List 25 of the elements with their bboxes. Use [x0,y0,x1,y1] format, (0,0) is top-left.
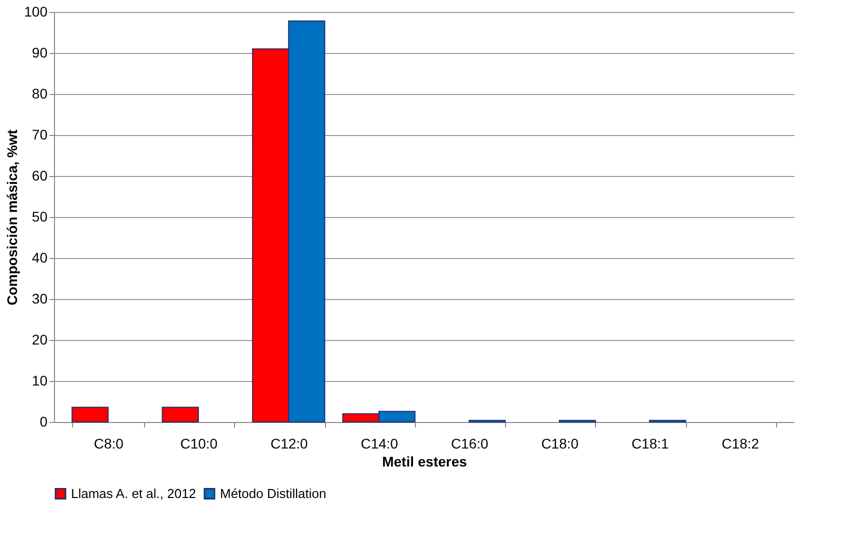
y-tick-label: 20 [32,332,48,348]
y-axis-title: Composición másica, %wt [4,129,20,306]
y-tick-label: 70 [32,126,48,142]
x-tick-label: C18:2 [722,436,760,452]
y-tick-label: 90 [32,44,48,60]
legend-label: Método Distillation [220,486,326,501]
y-tick-label: 50 [32,208,48,224]
y-tick-label: 60 [32,168,48,184]
x-tick-label: C16:0 [450,436,489,452]
y-tick-label: 100 [24,4,48,20]
x-tick-label: C8:0 [94,436,124,452]
y-tick-label: 40 [32,250,48,266]
y-tick-label: 10 [32,372,48,388]
bar [72,406,109,422]
x-tick-label: C12:0 [270,436,308,452]
y-tick-label: 0 [40,414,48,430]
x-tick-label: C18:1 [631,436,669,452]
x-tick-label: C18:0 [541,436,579,452]
x-axis-title: Metil esteres [382,454,468,470]
legend-label: Llamas A. et al., 2012 [71,486,196,501]
x-tick-label: C14:0 [360,436,398,452]
bar [162,406,199,422]
y-tick-label: 30 [32,290,48,306]
y-tick-label: 80 [32,86,48,102]
x-tick-label: C10:0 [180,436,218,452]
